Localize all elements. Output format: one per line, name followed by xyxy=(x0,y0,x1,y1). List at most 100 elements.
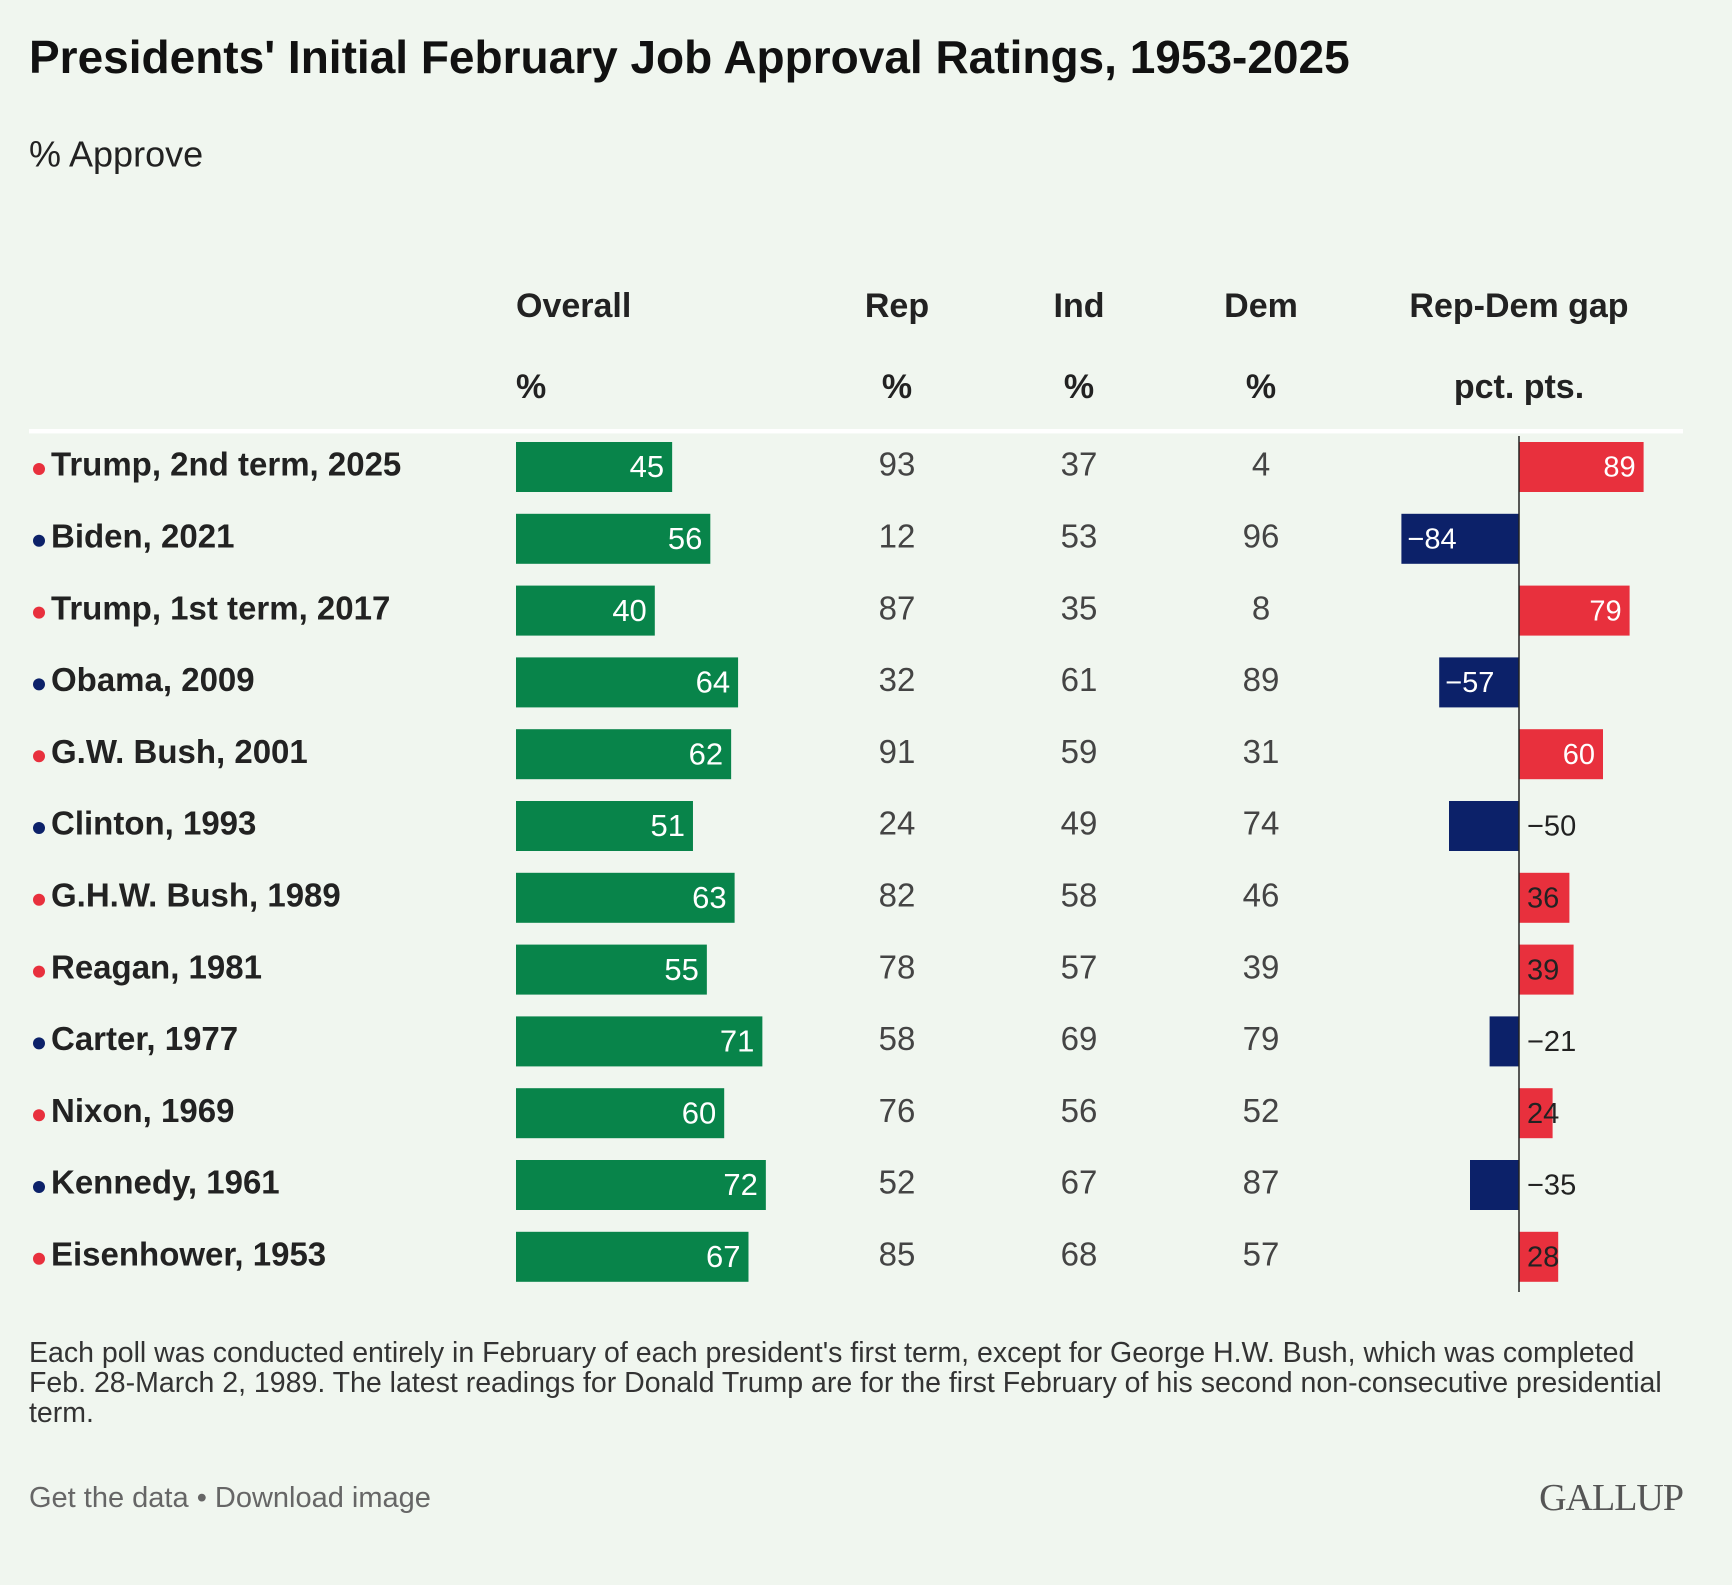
party-dot xyxy=(33,606,45,619)
gap-label: −84 xyxy=(1407,523,1456,555)
row-label: Obama, 2009 xyxy=(51,661,255,698)
overall-bar xyxy=(516,944,707,995)
party-dot xyxy=(33,1181,45,1193)
column-header: Rep xyxy=(865,287,929,325)
row-label: Eisenhower, 1953 xyxy=(51,1236,326,1273)
cell-value: 12 xyxy=(879,518,916,555)
cell-value: 74 xyxy=(1243,805,1280,842)
gap-bar xyxy=(1519,1088,1553,1139)
overall-bar xyxy=(516,1088,725,1139)
cell-value: 32 xyxy=(879,661,916,698)
party-dot xyxy=(33,822,45,834)
overall-bar xyxy=(516,872,735,923)
column-unit: % xyxy=(516,368,546,406)
gap-label: 36 xyxy=(1527,882,1559,914)
links: Get the data • Download image xyxy=(29,1482,431,1515)
cell-value: 82 xyxy=(879,877,916,914)
gap-label: 60 xyxy=(1563,739,1595,771)
overall-label: 56 xyxy=(668,521,702,556)
cell-value: 52 xyxy=(1243,1092,1280,1129)
row-label: Kennedy, 1961 xyxy=(51,1164,280,1201)
column-header: Ind xyxy=(1054,287,1105,325)
cell-value: 39 xyxy=(1243,948,1280,985)
party-dot xyxy=(33,534,45,547)
cell-value: 49 xyxy=(1061,805,1098,842)
overall-bar xyxy=(516,1016,763,1067)
overall-label: 67 xyxy=(706,1239,740,1274)
column-unit: % xyxy=(1246,368,1276,406)
column-header: Rep-Dem gap xyxy=(1409,287,1628,325)
overall-label: 45 xyxy=(630,449,664,484)
cell-value: 68 xyxy=(1061,1236,1098,1273)
cell-value: 69 xyxy=(1061,1020,1098,1057)
gap-bar xyxy=(1401,513,1519,564)
party-dot xyxy=(33,965,45,978)
row-label: Trump, 1st term, 2017 xyxy=(51,589,390,626)
cell-value: 87 xyxy=(879,589,916,626)
gap-label: 79 xyxy=(1589,595,1621,627)
cell-value: 52 xyxy=(879,1164,916,1201)
row-label: Trump, 2nd term, 2025 xyxy=(51,446,401,483)
gap-bar xyxy=(1489,1016,1519,1067)
overall-bar xyxy=(516,513,711,564)
cell-value: 76 xyxy=(879,1092,916,1129)
cell-value: 61 xyxy=(1061,661,1098,698)
party-dot xyxy=(33,1109,45,1122)
cell-value: 46 xyxy=(1243,877,1280,914)
overall-label: 51 xyxy=(650,808,684,843)
overall-label: 64 xyxy=(696,665,730,700)
cell-value: 87 xyxy=(1243,1164,1280,1201)
cell-value: 31 xyxy=(1243,733,1280,770)
cell-value: 67 xyxy=(1061,1164,1098,1201)
column-unit: % xyxy=(882,368,912,406)
cell-value: 57 xyxy=(1243,1236,1280,1273)
row-label: Clinton, 1993 xyxy=(51,805,256,842)
overall-label: 63 xyxy=(692,880,726,915)
row-label: G.H.W. Bush, 1989 xyxy=(51,877,341,914)
row-label: Reagan, 1981 xyxy=(51,948,262,985)
column-header: Overall xyxy=(516,287,631,325)
overall-bar xyxy=(516,801,693,851)
party-dot xyxy=(33,750,45,763)
subtitle: % Approve xyxy=(29,134,203,175)
link[interactable]: Get the data xyxy=(29,1482,189,1514)
party-dot xyxy=(33,893,45,906)
row-label: Carter, 1977 xyxy=(51,1020,238,1057)
cell-value: 96 xyxy=(1243,518,1280,555)
overall-bar xyxy=(516,442,673,492)
logo: GALLUP xyxy=(1539,1477,1684,1519)
party-dot xyxy=(33,678,45,691)
overall-bar xyxy=(516,1231,749,1282)
overall-label: 55 xyxy=(664,952,698,987)
gap-bar xyxy=(1519,729,1603,780)
cell-value: 24 xyxy=(879,805,916,842)
overall-label: 71 xyxy=(720,1024,754,1059)
cell-value: 35 xyxy=(1061,589,1098,626)
cell-value: 37 xyxy=(1061,446,1098,483)
party-dot xyxy=(33,1037,45,1050)
row-label: Nixon, 1969 xyxy=(51,1092,234,1129)
gap-bar xyxy=(1519,944,1574,995)
gap-bar xyxy=(1519,1231,1559,1282)
cell-value: 58 xyxy=(1061,877,1098,914)
separator: • xyxy=(196,1482,207,1514)
title: Presidents' Initial February Job Approva… xyxy=(29,31,1350,83)
gap-bar xyxy=(1439,657,1519,708)
gap-label: −35 xyxy=(1527,1170,1576,1202)
gap-bar xyxy=(1519,442,1644,492)
overall-bar xyxy=(516,1160,766,1210)
overall-label: 72 xyxy=(723,1167,757,1202)
gap-bar xyxy=(1470,1160,1519,1210)
chart: Presidents' Initial February Job Approva… xyxy=(29,31,1683,1292)
cell-value: 89 xyxy=(1243,661,1280,698)
overall-label: 40 xyxy=(612,593,646,628)
gap-label: 89 xyxy=(1603,452,1635,484)
column-unit: % xyxy=(1064,368,1094,406)
link[interactable]: Download image xyxy=(214,1482,431,1514)
cell-value: 93 xyxy=(879,446,916,483)
column-header: Dem xyxy=(1224,287,1298,325)
gap-label: 39 xyxy=(1527,954,1559,986)
gap-label: −21 xyxy=(1527,1026,1576,1058)
gap-label: −50 xyxy=(1527,811,1576,843)
